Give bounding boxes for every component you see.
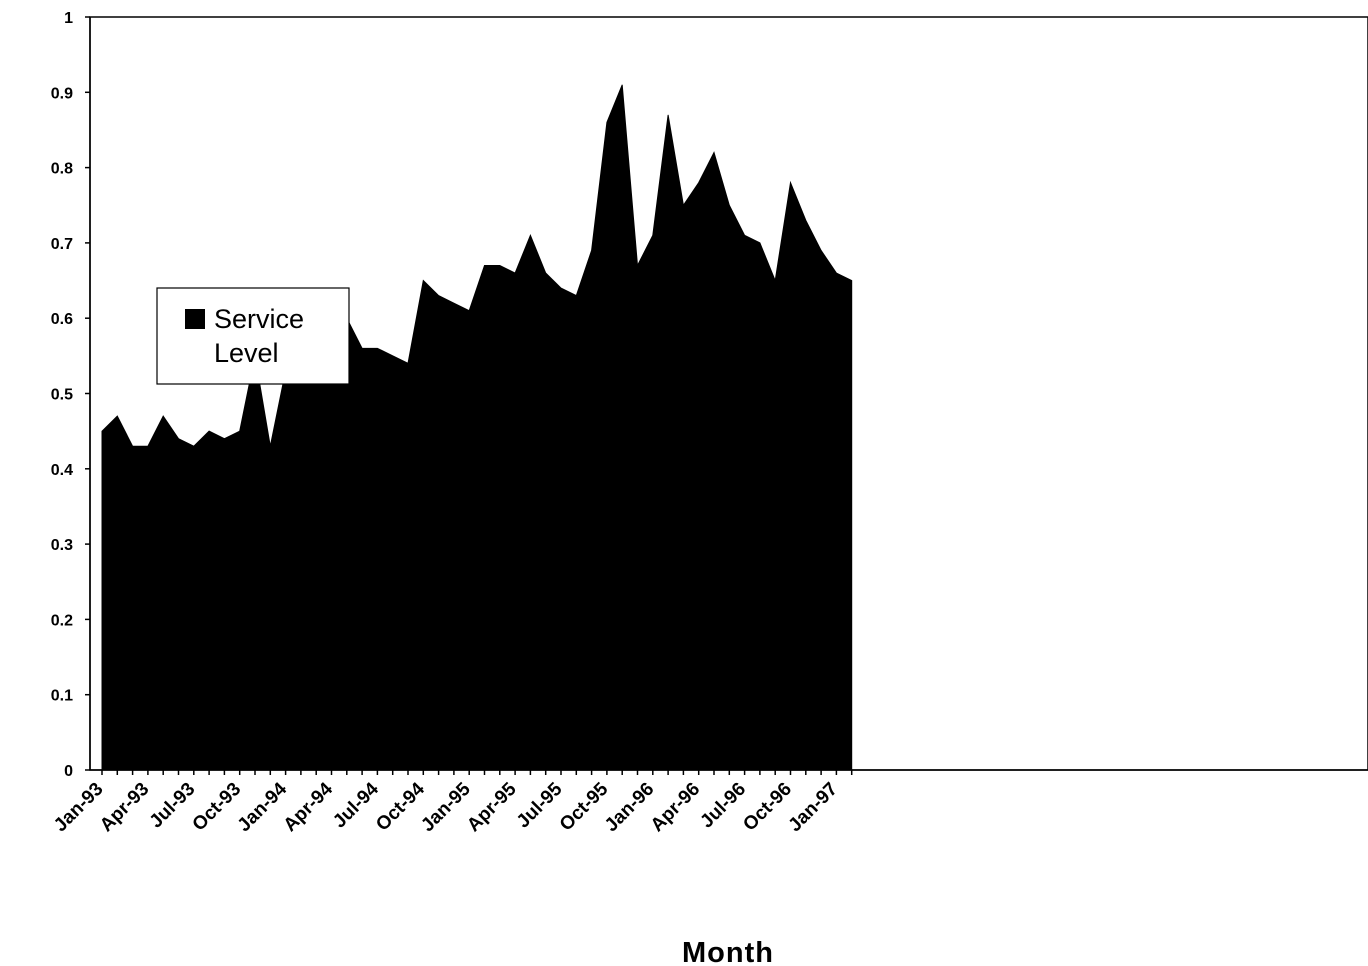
y-tick-label: 0.5: [51, 387, 73, 404]
legend-label-line1: Service: [214, 304, 304, 334]
x-tick-label: Jan-96: [601, 779, 658, 836]
y-tick-label: 0: [64, 763, 73, 780]
x-tick-label: Apr-93: [96, 779, 153, 836]
legend: Service Level: [156, 287, 350, 385]
x-tick-label: Jan-93: [50, 779, 107, 836]
area-layer: [101, 84, 853, 771]
y-axis: 0 0.1 0.2 0.3 0.4 0.5 0.6 0.7 0.8 0.9 1: [51, 10, 91, 780]
area-series-0: [101, 84, 853, 771]
x-tick-label: Oct-93: [189, 779, 246, 836]
x-axis-title: Month: [682, 937, 774, 966]
y-tick-label: 0.3: [51, 537, 73, 554]
x-tick-label: Oct-96: [739, 779, 796, 836]
y-tick-label: 0.9: [51, 85, 73, 102]
y-tick-label: 1: [64, 10, 73, 27]
x-tick-label: Oct-95: [556, 778, 613, 835]
y-tick-label: 0.2: [51, 612, 73, 629]
x-tick-label: Jan-97: [785, 779, 842, 836]
x-tick-label: Apr-95: [463, 778, 521, 836]
x-tick-label: Jan-94: [234, 778, 292, 836]
y-tick-label: 0.6: [51, 311, 73, 328]
legend-box: [156, 287, 350, 385]
legend-label-line2: Level: [214, 338, 279, 368]
x-tick-label: Apr-94: [280, 778, 338, 836]
y-tick-label: 0.1: [51, 688, 73, 705]
x-axis: Jan-93Apr-93Jul-93Oct-93Jan-94Apr-94Jul-…: [50, 769, 1368, 836]
x-tick-label: Apr-96: [647, 779, 704, 836]
x-tick-label: Oct-94: [372, 778, 429, 835]
y-tick-label: 0.8: [51, 161, 73, 178]
y-tick-label: 0.4: [51, 462, 73, 479]
y-tick-label: 0.7: [51, 236, 73, 253]
x-tick-label: Jan-95: [417, 778, 475, 836]
legend-swatch: [185, 309, 205, 329]
